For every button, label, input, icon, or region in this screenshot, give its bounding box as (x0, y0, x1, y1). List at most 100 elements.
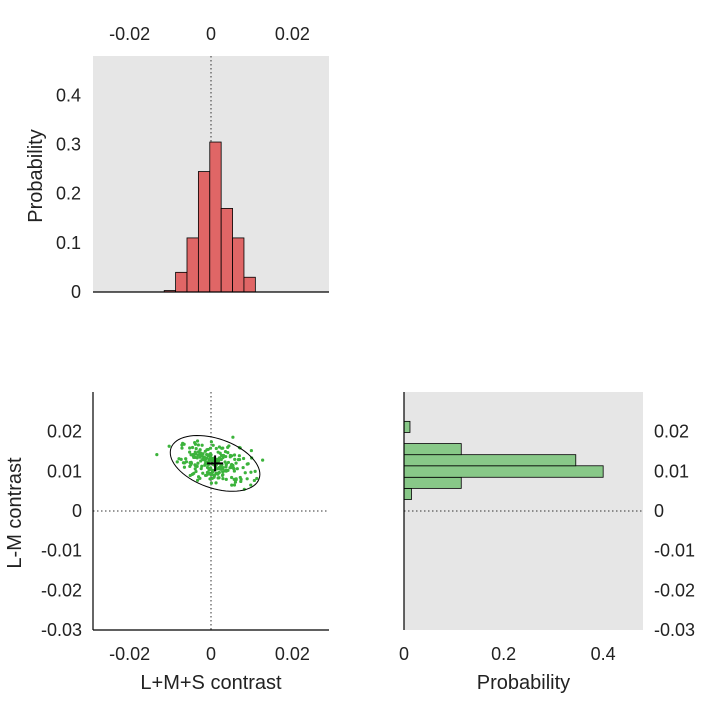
scatter-point (209, 481, 214, 485)
scatter-point (209, 473, 213, 477)
scatter-point (177, 457, 181, 461)
y-tick-label: -0.02 (41, 580, 82, 600)
scatter-point (245, 462, 249, 466)
scatter-point (203, 461, 207, 466)
histogram-bar (232, 237, 245, 293)
scatter-point (211, 443, 215, 447)
y-tick-label: 0.01 (654, 461, 689, 481)
scatter-point (190, 445, 195, 450)
scatter-point (200, 443, 204, 447)
scatter-point (181, 461, 186, 465)
scatter-point (209, 453, 213, 457)
scatter-point (201, 452, 205, 456)
scatter-point (232, 469, 236, 473)
histogram-bar (403, 443, 462, 456)
x-tick-label: 0.02 (275, 644, 310, 664)
scatter-point (184, 457, 188, 461)
scatter-point (228, 453, 233, 458)
scatter-point (223, 469, 227, 473)
scatter-point (200, 464, 204, 468)
scatter-point (249, 470, 253, 474)
histogram-bar (403, 454, 577, 467)
scatter-point (155, 453, 159, 457)
histogram-bar (175, 271, 188, 293)
scatter-point (208, 466, 213, 470)
x-tick-label: 0 (206, 24, 216, 44)
right-histogram-panel: 0 0.2 0.4 -0.03 -0.02 -0.01 0 0.01 0.02 Probabili… (399, 392, 695, 694)
scatter-point (249, 448, 253, 453)
scatter-point (233, 480, 238, 484)
scatter-point (184, 460, 189, 464)
histogram-bar (403, 420, 411, 433)
scatter-point (194, 446, 198, 451)
histogram-bar (403, 476, 462, 489)
scatter-point (196, 453, 201, 457)
scatter-point (193, 463, 197, 468)
y-tick-label: 0.01 (47, 461, 82, 481)
scatter-point (205, 465, 210, 470)
histogram-bar (186, 237, 199, 293)
scatter-point (192, 471, 196, 475)
scatter-point (210, 476, 214, 481)
scatter-point (206, 447, 210, 452)
scatter-point (220, 453, 224, 458)
y-tick-label: 0.02 (47, 422, 82, 442)
scatter-point (224, 454, 228, 459)
scatter-point (252, 478, 256, 483)
scatter-point (241, 465, 245, 470)
histogram-bar (209, 141, 222, 293)
scatter-point (188, 450, 192, 454)
scatter-point (199, 467, 203, 471)
scatter-point (193, 467, 197, 471)
x-tick-label: -0.02 (109, 644, 150, 664)
x-tick-label: 0 (399, 644, 409, 664)
y-tick-label: 0.4 (56, 85, 81, 105)
scatter-point (226, 460, 231, 465)
scatter-point (255, 476, 259, 481)
scatter-point (203, 449, 207, 453)
scatter-point (198, 451, 203, 455)
scatter-point (203, 473, 208, 478)
y-tick-label: 0.3 (56, 135, 81, 155)
x-tick-label: 0 (206, 644, 216, 664)
scatter-point (220, 473, 225, 478)
scatter-point (245, 477, 249, 481)
scatter-point (232, 483, 237, 487)
y-tick-label: 0 (654, 501, 664, 521)
y-tick-label: 0.02 (654, 422, 689, 442)
scatter-point (188, 446, 192, 450)
y-tick-label: -0.02 (654, 580, 695, 600)
plot-background (404, 392, 643, 630)
histogram-bar (220, 208, 233, 293)
confidence-ellipse (169, 435, 261, 492)
scatter-point (221, 477, 225, 481)
scatter-point (217, 459, 221, 463)
scatter-point (217, 445, 222, 449)
y-axis-label: Probability (25, 129, 47, 222)
scatter-point (167, 444, 171, 448)
x-tick-label: 0.02 (275, 24, 310, 44)
scatter-point (239, 477, 243, 481)
scatter-point (193, 450, 197, 454)
y-tick-label: -0.01 (654, 541, 695, 561)
scatter-point (230, 483, 234, 487)
scatter-point (215, 471, 219, 475)
scatter-point (232, 453, 237, 457)
y-tick-label: 0 (72, 501, 82, 521)
y-tick-label: 0.2 (56, 184, 81, 204)
x-tick-label: 0.2 (491, 644, 516, 664)
scatter-point (235, 467, 239, 471)
scatter-point (234, 461, 238, 465)
top-histogram-panel: -0.02 0 0.02 0 0.1 0.2 0.3 0.4 Probability (25, 24, 329, 302)
scatter-point (180, 443, 184, 447)
scatter-point (216, 467, 220, 471)
scatter-point (206, 454, 210, 458)
scatter-point (196, 478, 200, 482)
scatter-point (216, 476, 220, 480)
scatter-point (234, 478, 238, 482)
scatter-point (214, 446, 218, 451)
scatter-point (188, 460, 192, 465)
x-tick-label: -0.02 (109, 24, 150, 44)
scatter-point (192, 455, 196, 459)
